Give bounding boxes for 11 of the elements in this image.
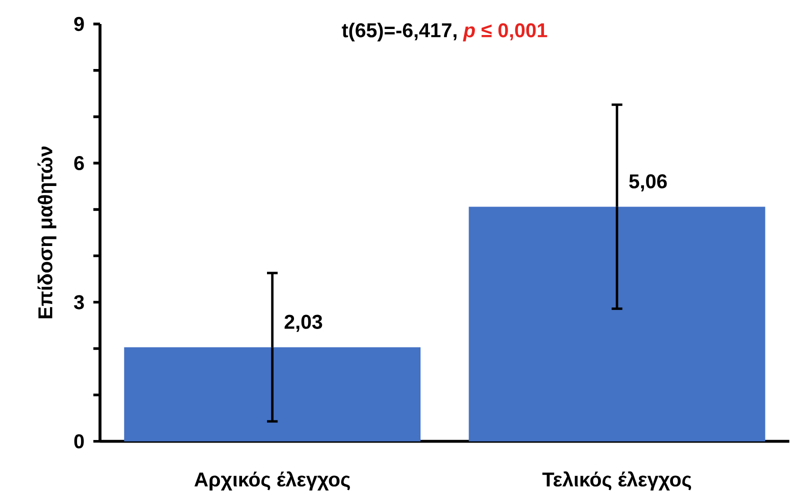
data-label: 5,06 xyxy=(629,174,667,192)
x-tick-label: Τελικός έλεγχος xyxy=(542,471,692,491)
data-label: 2,03 xyxy=(284,314,322,332)
y-axis-title: Επίδοση μαθητών xyxy=(37,146,56,318)
y-tick-label: 3 xyxy=(74,295,84,310)
y-tick-label: 0 xyxy=(74,434,84,448)
annotation: p ≤ 0,001 xyxy=(462,23,548,42)
chart-title: t(65)=-6,417, xyxy=(342,22,456,42)
y-tick-label: 6 xyxy=(74,156,84,170)
y-tick-label: 9 xyxy=(74,16,84,32)
x-tick-label: Αρχικός έλεγχος xyxy=(194,471,350,491)
